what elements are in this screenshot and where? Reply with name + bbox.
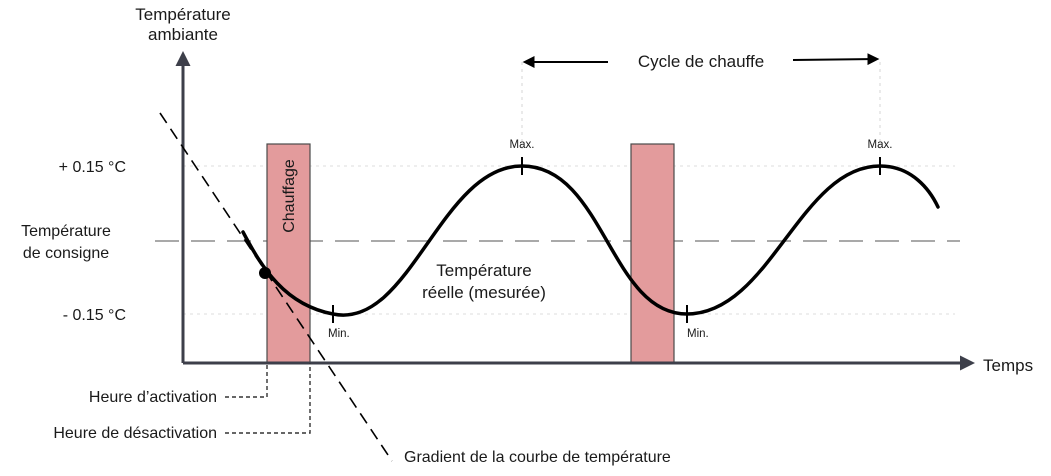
y-axis-label-line2: ambiante [148, 25, 218, 44]
max-label-1: Max. [510, 139, 535, 151]
deactivation-leader [225, 363, 311, 434]
cycle-label: Cycle de chauffe [638, 52, 764, 71]
activation-leader [225, 363, 268, 398]
setpoint-label-line2: de consigne [23, 245, 109, 262]
heating-bar-2 [630, 143, 675, 364]
deactivation-label: Heure de désactivation [53, 425, 217, 442]
setpoint-label-line1: Température [21, 223, 111, 240]
min-label-1: Min. [328, 328, 350, 340]
x-axis-label: Temps [983, 356, 1033, 375]
cycle-arrow-right [792, 53, 880, 66]
curve-label-line1: Température [436, 261, 531, 280]
activation-label: Heure d’activation [89, 389, 217, 406]
min-label-2: Min. [687, 328, 709, 340]
gradient-label: Gradient de la courbe de température [404, 449, 671, 466]
heating-label: Chauffage [281, 159, 298, 233]
max-label-2: Max. [868, 139, 893, 151]
upper-limit-label: + 0.15 °C [59, 159, 126, 176]
curve-label-line2: réelle (mesurée) [422, 283, 546, 302]
y-axis-label-line1: Température [135, 5, 230, 24]
lower-limit-label: - 0.15 °C [63, 307, 126, 324]
gradient-line [159, 112, 393, 462]
